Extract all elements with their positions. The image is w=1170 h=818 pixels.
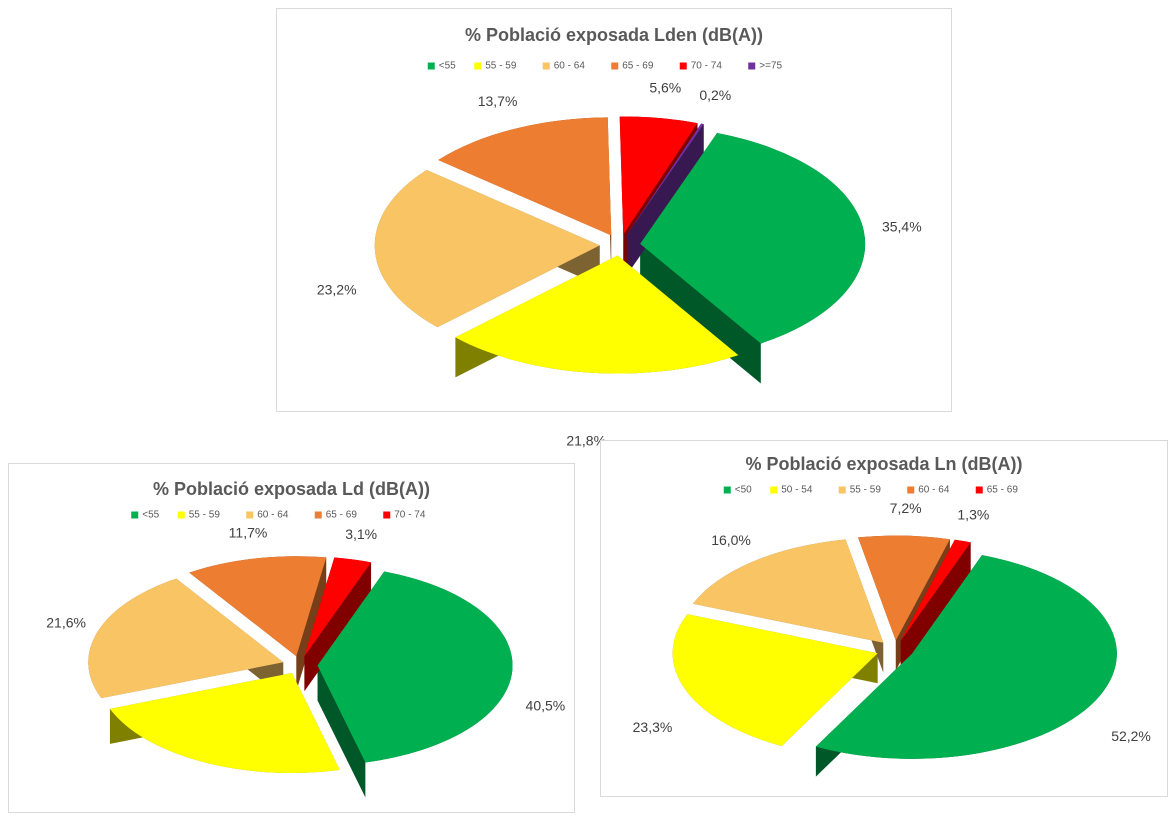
data-label: 23,2%	[317, 281, 357, 297]
slice-side	[304, 557, 372, 692]
legend-label: <55	[439, 61, 456, 72]
slice	[672, 614, 878, 747]
data-label: 52,2%	[1111, 728, 1151, 744]
legend-swatch	[611, 62, 619, 70]
legend-label: 65 - 69	[987, 485, 1019, 496]
legend-swatch	[838, 486, 846, 494]
data-label: 21,6%	[46, 615, 86, 631]
slice	[455, 255, 739, 374]
legend-swatch	[542, 62, 550, 70]
slice	[304, 557, 372, 657]
legend-label: 50 - 54	[781, 485, 813, 496]
slice	[438, 117, 612, 236]
legend-swatch	[907, 486, 915, 494]
data-label: 5,6%	[649, 80, 681, 96]
data-label: 35,4%	[882, 219, 922, 235]
legend-label: >=75	[759, 61, 782, 72]
slice	[858, 535, 950, 641]
slice	[626, 123, 704, 235]
slice	[900, 539, 971, 641]
legend-label: 60 - 64	[918, 485, 950, 496]
legend-label: 60 - 64	[257, 510, 289, 521]
slice	[189, 556, 327, 657]
legend-swatch	[427, 62, 435, 70]
chart-title: % Població exposada Ld (dB(A))	[153, 479, 430, 499]
data-label: 0,2%	[699, 87, 731, 103]
data-label: 7,2%	[890, 500, 922, 516]
legend-swatch	[975, 486, 983, 494]
legend-swatch	[474, 62, 482, 70]
legend-label: <50	[735, 485, 752, 496]
data-label: 13,7%	[478, 93, 518, 109]
slice	[619, 116, 698, 235]
chart-title: % Població exposada Lden (dB(A))	[465, 25, 763, 45]
legend-swatch	[131, 511, 139, 519]
legend-label: 65 - 69	[326, 510, 358, 521]
legend-swatch	[314, 511, 322, 519]
data-label: 11,7%	[229, 525, 268, 541]
chart-title: % Població exposada Ln (dB(A))	[745, 454, 1022, 474]
slice	[815, 555, 1117, 759]
legend-label: <55	[142, 510, 159, 521]
legend-swatch	[748, 62, 756, 70]
pie-chart: % Població exposada Ln (dB(A)) <50 50 - 54…	[600, 440, 1168, 797]
data-label: 40,5%	[526, 697, 566, 713]
slice	[692, 539, 884, 643]
slice-side	[900, 539, 971, 671]
slice	[640, 132, 866, 344]
legend-swatch	[246, 511, 254, 519]
pie-chart: % Població exposada Ld (dB(A)) <55 55 - 59…	[8, 463, 575, 818]
slice	[317, 571, 513, 763]
legend-swatch	[383, 511, 391, 519]
slice	[374, 169, 600, 328]
legend-swatch	[177, 511, 185, 519]
data-label: 16,0%	[711, 532, 751, 548]
data-label: 1,3%	[957, 507, 989, 523]
slice	[109, 672, 340, 773]
pie-chart: % Població exposada Lden (dB(A)) <55 55 - …	[276, 8, 952, 449]
data-label: 21,8%	[566, 433, 606, 449]
legend-label: 55 - 59	[850, 485, 882, 496]
legend-label: 55 - 59	[189, 510, 221, 521]
legend-swatch	[679, 62, 687, 70]
legend-label: 65 - 69	[622, 61, 654, 72]
legend-label: 70 - 74	[394, 510, 426, 521]
legend-label: 55 - 59	[485, 61, 517, 72]
legend-label: 60 - 64	[554, 61, 586, 72]
legend-swatch	[770, 486, 778, 494]
data-label: 3,1%	[345, 526, 377, 542]
data-label: 23,3%	[633, 719, 673, 735]
legend-label: 70 - 74	[691, 61, 723, 72]
legend-swatch	[723, 486, 731, 494]
slice	[88, 578, 284, 699]
